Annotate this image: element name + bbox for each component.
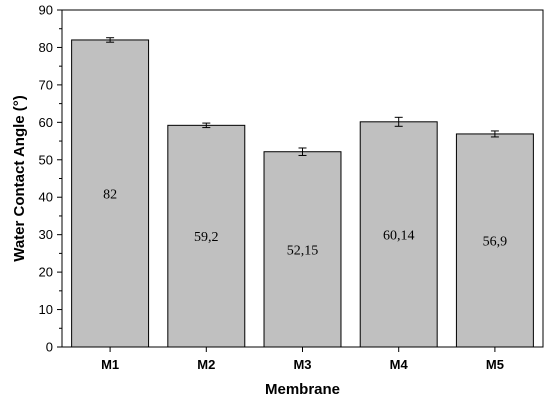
x-axis: M1 M2 M3 M4 M5 [101,347,504,372]
y-tick-label: 40 [39,190,53,205]
y-tick-label: 0 [46,340,53,355]
y-tick-label: 60 [39,115,53,130]
y-tick-label: 20 [39,265,53,280]
bar-m2 [167,124,246,348]
data-label-m1: 82 [103,187,117,202]
error-bars-group [106,37,499,156]
y-tick-label: 10 [39,302,53,317]
data-label-m4: 60,14 [383,228,415,243]
x-tick-label: M1 [101,357,119,372]
data-label-m5: 56,9 [483,234,508,249]
data-label-m3: 52,15 [287,243,319,258]
data-label-m2: 59,2 [194,230,219,245]
x-axis-title: Membrane [265,381,340,398]
x-tick-label: M4 [390,357,409,372]
y-tick-label: 30 [39,227,53,242]
y-axis: 0 10 20 30 40 50 60 70 80 90 [39,3,62,355]
x-tick-label: M5 [486,357,504,372]
bar-m5 [455,133,534,348]
data-labels-group: 82 59,2 52,15 60,14 56,9 [103,187,507,258]
y-tick-label: 80 [39,40,53,55]
y-tick-label: 50 [39,152,53,167]
y-tick-label: 70 [39,77,53,92]
y-axis-title: Water Contact Angle (°) [11,95,28,262]
bar-m1 [71,39,150,348]
y-tick-label: 90 [39,3,53,18]
bars-group [71,39,534,348]
bar-m4 [359,121,438,348]
x-tick-label: M2 [197,357,215,372]
x-tick-label: M3 [293,357,311,372]
